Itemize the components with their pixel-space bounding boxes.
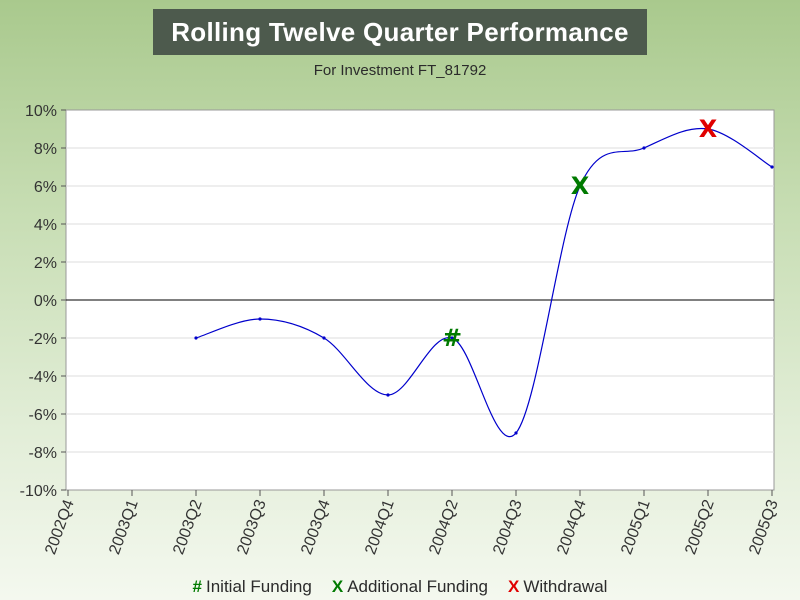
x-tick-label: 2005Q2	[682, 497, 717, 556]
legend-symbol: X	[331, 577, 344, 596]
y-tick-label: -4%	[29, 369, 57, 386]
legend-label: Initial Funding	[206, 577, 312, 596]
legend-label: Withdrawal	[523, 577, 608, 596]
data-point	[450, 336, 454, 340]
x-tick-label: 2004Q2	[426, 497, 461, 556]
chart-subtitle: For Investment FT_81792	[313, 62, 487, 79]
legend: # Initial Funding X Additional Funding X…	[0, 577, 800, 597]
gridlines	[66, 147, 774, 453]
y-tick-label: 10%	[25, 103, 57, 120]
y-tick-label: -6%	[29, 407, 57, 424]
x-tick-label: 2003Q2	[170, 497, 205, 556]
data-point	[706, 127, 710, 131]
legend-symbol: #	[192, 577, 202, 596]
y-tick-label: -10%	[20, 483, 57, 500]
legend-item-additional-funding: X Additional Funding	[332, 577, 488, 597]
y-tick-label: 2%	[34, 255, 57, 272]
data-point	[386, 393, 390, 397]
x-tick-label: 2003Q4	[298, 497, 333, 556]
event-marker: #	[442, 324, 462, 352]
y-tick-label: 4%	[34, 217, 57, 234]
data-point	[578, 184, 582, 188]
data-point	[770, 165, 774, 169]
event-marker: X	[571, 172, 590, 200]
legend-symbol: X	[508, 577, 520, 596]
performance-line	[195, 127, 773, 437]
legend-label: Additional Funding	[347, 577, 489, 596]
y-tick-label: 0%	[34, 293, 57, 310]
event-markers: # X X	[442, 115, 718, 352]
x-tick-label: 2005Q1	[618, 497, 653, 556]
y-tick-label: -2%	[29, 331, 57, 348]
chart-title: Rolling Twelve Quarter Performance	[153, 9, 647, 55]
x-tick-label: 2004Q4	[554, 497, 589, 556]
data-point	[514, 431, 518, 435]
legend-item-withdrawal: X Withdrawal	[508, 577, 607, 597]
x-tick-label: 2004Q3	[490, 497, 525, 556]
x-tick-label: 2002Q4	[42, 497, 77, 556]
x-tick-label: 2003Q1	[106, 497, 141, 556]
data-point	[642, 146, 646, 150]
x-tick-label: 2003Q3	[234, 497, 269, 556]
data-points	[194, 127, 774, 435]
data-point	[322, 336, 326, 340]
legend-item-initial-funding: # Initial Funding	[193, 577, 312, 597]
event-marker: X	[699, 115, 718, 143]
y-tick-label: 8%	[34, 141, 57, 158]
data-point	[194, 336, 198, 340]
y-tick-label: -8%	[29, 445, 57, 462]
y-tick-label: 6%	[34, 179, 57, 196]
data-point	[258, 317, 262, 321]
x-tick-label: 2005Q3	[746, 497, 781, 556]
x-tick-label: 2004Q1	[362, 497, 397, 556]
